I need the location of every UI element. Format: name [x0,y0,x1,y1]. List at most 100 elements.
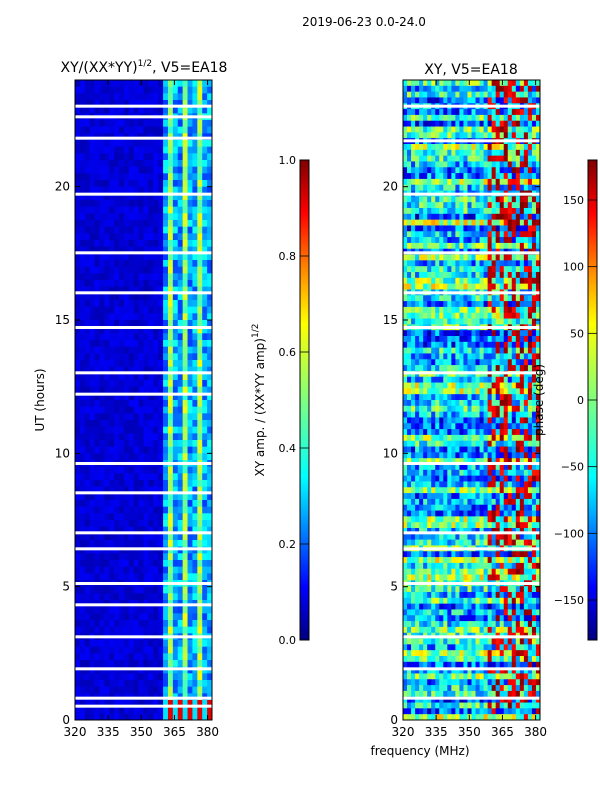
amp-cell [104,480,110,488]
phase-cell [435,196,440,203]
amp-cell [79,426,86,434]
amp-cell [94,266,100,274]
amp-cell [119,346,125,354]
phase-cell [475,405,480,413]
phase-cell [439,109,444,116]
amp-cell [84,433,91,441]
phase-cell [431,80,436,87]
amp-cell [123,346,130,354]
phase-cell [503,260,509,267]
phase-cell [479,440,484,447]
amp-cell [133,173,139,181]
phase-cell [427,126,432,133]
amp-cell [138,560,144,568]
amp-cell [133,100,139,108]
phase-cell [503,184,509,191]
amp-cell [167,573,174,581]
phase-cell [459,452,464,459]
amp-cell [202,560,208,568]
phase-cell [503,266,509,273]
amp-cell [114,506,120,514]
phase-cell [503,452,509,459]
phase-cell [503,312,509,319]
amp-cell [84,620,91,628]
phase-cell [423,452,428,459]
phase-cell [435,347,440,354]
phase-cell [471,196,476,203]
amp-cell [94,333,100,341]
phase-cell [451,272,456,279]
amp-x-ticks: 320 335 350 365 380 [64,80,219,739]
amp-cell [167,366,174,374]
amp-cell [167,106,174,114]
phase-cell [411,277,416,285]
phase-cell [423,434,428,442]
amp-cell [84,506,91,514]
phase-cell [495,173,501,180]
amp-cell [128,700,135,708]
amp-cell [153,200,159,208]
phase-cell [523,277,529,285]
amp-cell [167,486,174,494]
amp-cell [75,166,81,174]
phase-cell [467,231,472,238]
phase-cell [415,149,420,157]
phase-cell [523,312,529,319]
phase-cell [475,446,480,453]
phase-cell [531,155,537,162]
amp-cell [128,253,135,261]
phase-cell [459,394,464,401]
phase-cell [483,272,489,279]
phase-cell [467,173,472,180]
amp-cell [133,680,139,688]
amp-cell [197,280,203,288]
phase-cell [527,208,533,215]
phase-cell [527,260,533,267]
phase-cell [451,260,456,267]
phase-cell [519,231,525,238]
phase-cell [419,446,424,453]
amp-cell [167,246,174,254]
phase-cell [523,417,529,424]
amp-cell [177,713,184,721]
amp-cell [177,506,184,514]
phase-cell [491,365,497,372]
amp-cell [197,493,203,501]
amp-cell [182,686,188,694]
amp-cell [177,453,184,461]
amp-cell [177,266,184,274]
phase-cell [499,365,505,372]
phase-cell [459,196,464,203]
phase-cell [407,225,412,232]
phase-cell [435,434,440,442]
amp-cell [94,513,100,521]
amp-cell [153,606,159,614]
x-tick-label: 320 [64,725,87,739]
phase-cell [407,91,412,98]
phase-cell [499,161,505,168]
phase-cell [519,272,525,279]
amp-cell [94,373,100,381]
amp-cell [109,513,115,521]
amp-cell [94,380,100,388]
amp-cell [172,366,179,374]
amp-cell [143,520,149,528]
phase-cell [535,423,541,430]
phase-cell [455,388,460,395]
amp-cell [192,260,198,268]
phase-cell [403,132,408,139]
amp-cell [202,520,208,528]
phase-cell [487,161,493,168]
amp-cell [182,426,188,434]
phase-cell [475,161,480,168]
phase-cell [491,411,497,418]
phase-cell [403,353,408,360]
phase-cell [475,330,480,337]
amp-cell [94,706,100,714]
phase-cell [411,417,416,424]
phase-cell [479,429,484,436]
amp-cell [148,266,154,274]
phase-cell [535,353,541,360]
amp-cell [163,373,169,381]
phase-cell [439,120,444,127]
